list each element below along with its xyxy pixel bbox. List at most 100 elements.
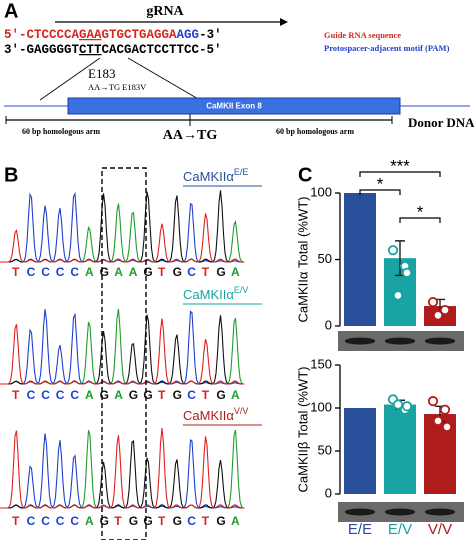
trace-T: [0, 318, 245, 385]
base: T: [12, 388, 20, 402]
legend-grna: Guide RNA sequence: [324, 30, 401, 40]
y-tick-label: 50: [318, 251, 332, 266]
data-point: [432, 415, 444, 426]
base: T: [12, 514, 20, 528]
base: T: [158, 388, 166, 402]
data-point: [441, 421, 453, 433]
data-point: [401, 267, 413, 278]
y-axis-label: CaMKIIβ Total (%WT): [295, 367, 310, 493]
base: G: [143, 265, 152, 279]
arm-label: 60 bp homologous arm: [22, 127, 100, 136]
arm-label: 60 bp homologous arm: [276, 127, 354, 136]
blot-band: [424, 337, 456, 345]
blot-band: [344, 508, 376, 516]
genotype-sup: V/V: [234, 406, 249, 416]
base: T: [202, 514, 210, 528]
base: A: [231, 514, 240, 528]
y-axis-label: CaMKIIα Total (%WT): [295, 197, 310, 323]
exon-label: CaMKII Exon 8: [206, 102, 262, 111]
genotype-label: CaMKIIαE/V: [183, 285, 248, 302]
y-tick-label: 100: [310, 184, 332, 199]
base: G: [100, 265, 109, 279]
trace-T: [0, 427, 245, 509]
base: C: [27, 265, 36, 279]
exon-box: [67, 97, 401, 115]
genotype-label: CaMKIIαE/E: [183, 167, 248, 184]
base: C: [41, 388, 50, 402]
base: G: [129, 514, 138, 528]
x-tick-label: E/V: [388, 521, 412, 538]
bottom-strand: 3′-GAGGGGTCTTCACGACTCCTTCC-5′: [4, 43, 222, 57]
base: T: [12, 265, 20, 279]
base: C: [187, 388, 196, 402]
base: G: [173, 388, 182, 402]
sig-bracket: [399, 217, 441, 223]
base: G: [143, 514, 152, 528]
base: A: [114, 388, 123, 402]
data-point: [439, 404, 451, 415]
base: G: [100, 388, 109, 402]
sig-label: *: [377, 174, 384, 193]
seq-codon: CTT: [79, 43, 102, 57]
zoom-line: [39, 57, 101, 101]
base: T: [202, 388, 210, 402]
base: T: [114, 514, 122, 528]
y-tick-label: 50: [318, 442, 332, 457]
seq-part: CACGACTCCTTCC-5′: [102, 43, 222, 57]
donor-label: Donor DNA: [408, 115, 474, 130]
sig-bracket: [359, 189, 401, 195]
zoom-line: [127, 57, 201, 101]
trace-T: [0, 213, 245, 263]
base: A: [85, 514, 94, 528]
base: G: [216, 514, 225, 528]
base: G: [100, 514, 109, 528]
genotype-name: CaMKIIα: [183, 169, 234, 184]
blot-band: [384, 508, 416, 516]
base: C: [56, 265, 65, 279]
data-point: [427, 396, 439, 407]
base: C: [187, 265, 196, 279]
genotype-sup: E/V: [234, 285, 249, 295]
base: A: [231, 388, 240, 402]
donor-change: AA→TG: [163, 128, 218, 143]
base: C: [27, 514, 36, 528]
data-point: [432, 310, 444, 321]
sig-bracket: [359, 171, 441, 177]
base: A: [231, 265, 240, 279]
mutation-label: AA→TG E183V: [88, 82, 147, 92]
base: T: [158, 514, 166, 528]
x-tick-label: V/V: [428, 521, 452, 538]
bar: [344, 193, 376, 326]
genotype-name: CaMKIIα: [183, 287, 234, 302]
y-tick-label: 150: [310, 356, 332, 371]
base: C: [70, 265, 79, 279]
panel-letter: B: [4, 164, 18, 186]
x-tick-label: E/E: [348, 521, 372, 538]
base: G: [216, 388, 225, 402]
base: G: [173, 514, 182, 528]
seq-part: 5′-CTCCCCA: [4, 28, 80, 42]
data-point: [392, 290, 404, 301]
seq-pam: AGG: [177, 28, 200, 42]
seq-part: GTGCTGAGGA: [102, 28, 178, 42]
bar: [344, 408, 376, 494]
codon-label: E183: [88, 66, 115, 81]
base: A: [114, 265, 123, 279]
trace-A: [0, 309, 245, 385]
bar: [384, 404, 416, 494]
base: G: [216, 265, 225, 279]
data-point: [401, 401, 413, 412]
base: C: [70, 514, 79, 528]
base: A: [85, 265, 94, 279]
panel-letter: C: [298, 164, 312, 186]
base: C: [70, 388, 79, 402]
genotype-label: CaMKIIαV/V: [183, 406, 248, 423]
base: A: [85, 388, 94, 402]
base: C: [187, 514, 196, 528]
base: G: [173, 265, 182, 279]
